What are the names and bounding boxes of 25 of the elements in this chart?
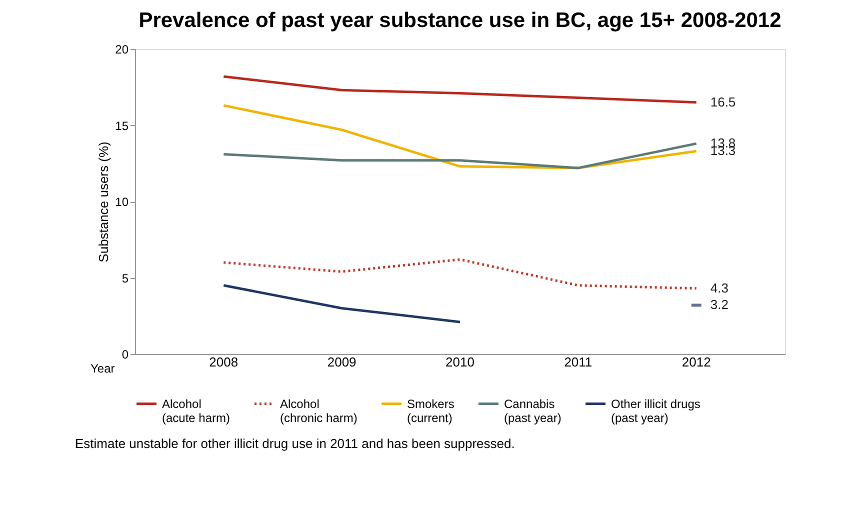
x-tick-label: 2010: [446, 354, 474, 370]
legend-label: Smokers (current): [407, 396, 454, 425]
y-tick-label: 0: [122, 348, 129, 362]
line-series: [222, 142, 698, 170]
x-axis-title: Year: [90, 362, 115, 376]
y-axis-title: Substance users (%): [96, 142, 112, 262]
text: Estimate unstable for other illicit drug use in 2011 and has been suppressed.: [75, 436, 515, 451]
line-series: [222, 258, 698, 290]
legend-label: Other illicit drugs (past year): [611, 396, 700, 425]
line-series: [222, 75, 698, 104]
y-tick-label: 5: [122, 271, 129, 286]
legend-label: Alcohol (chronic harm): [280, 396, 358, 425]
data-label: 16.5: [710, 94, 736, 110]
x-tick-label: 2009: [327, 354, 356, 370]
x-tick-label: 2012: [682, 354, 711, 370]
chart-title: Prevalence of past year substance use in BC, age 15+ 2008-2012: [138, 9, 782, 32]
y-tick-label: 20: [115, 42, 129, 56]
y-tick-label: 10: [115, 195, 129, 209]
legend-label: Cannabis (past year): [504, 396, 562, 425]
data-label: 3.2: [710, 297, 728, 312]
legend-label: Alcohol (acute harm): [162, 396, 230, 425]
y-tick-label: 15: [115, 118, 129, 133]
data-label: 4.3: [710, 280, 728, 296]
x-tick-label: 2011: [564, 354, 592, 370]
x-tick-label: 2008: [209, 354, 238, 370]
